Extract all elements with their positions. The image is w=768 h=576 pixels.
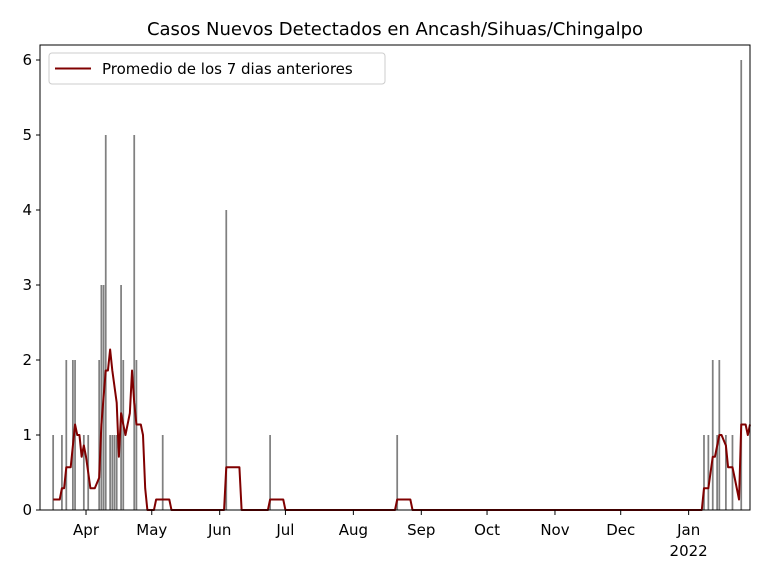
bar xyxy=(269,435,271,510)
bar xyxy=(120,285,122,510)
bar xyxy=(225,210,228,510)
bar xyxy=(161,435,164,510)
bar xyxy=(52,435,55,510)
bar xyxy=(740,60,743,510)
bar xyxy=(396,435,399,510)
bar xyxy=(716,435,719,510)
legend-label: Promedio de los 7 dias anteriores xyxy=(102,60,353,78)
bar xyxy=(100,285,103,510)
x-tick-label: Aug xyxy=(339,521,368,539)
bar xyxy=(109,435,111,510)
x-tick-label: May xyxy=(136,521,167,539)
x-tick-label: Dec xyxy=(606,521,635,539)
x-tick-label: Jul xyxy=(275,521,294,539)
y-tick-label: 5 xyxy=(22,126,32,144)
bar xyxy=(71,360,74,510)
bar xyxy=(113,435,116,510)
chart-title: Casos Nuevos Detectados en Ancash/Sihuas… xyxy=(147,19,643,40)
bar xyxy=(707,435,710,510)
y-tick-label: 6 xyxy=(22,51,32,69)
y-tick-label: 1 xyxy=(22,426,32,444)
bar xyxy=(133,135,136,510)
bar xyxy=(115,435,118,510)
y-tick-label: 4 xyxy=(22,201,32,219)
bar xyxy=(65,360,68,510)
bar xyxy=(104,135,107,510)
bar xyxy=(135,360,138,510)
bar xyxy=(111,435,114,510)
bar xyxy=(731,435,734,510)
plot-frame xyxy=(39,44,751,511)
x-tick-label: Sep xyxy=(407,521,435,539)
bar xyxy=(122,360,125,510)
bar xyxy=(711,360,714,510)
y-tick-label: 2 xyxy=(22,351,32,369)
bar xyxy=(725,435,727,510)
bar xyxy=(74,360,76,510)
bar xyxy=(98,360,101,510)
bar xyxy=(703,435,705,510)
x-tick-label: Jan 2022 xyxy=(670,521,708,560)
legend: Promedio de los 7 dias anteriores xyxy=(48,52,386,85)
y-tick-label: 3 xyxy=(22,276,32,294)
x-tick-label: Oct xyxy=(474,521,500,539)
x-tick-label: Nov xyxy=(540,521,569,539)
bar xyxy=(82,435,85,510)
x-tick-label: Jun xyxy=(207,521,231,539)
y-tick-label: 0 xyxy=(22,501,32,519)
bar xyxy=(61,435,63,510)
x-tick-label: Apr xyxy=(73,521,100,539)
legend-frame xyxy=(48,52,386,85)
